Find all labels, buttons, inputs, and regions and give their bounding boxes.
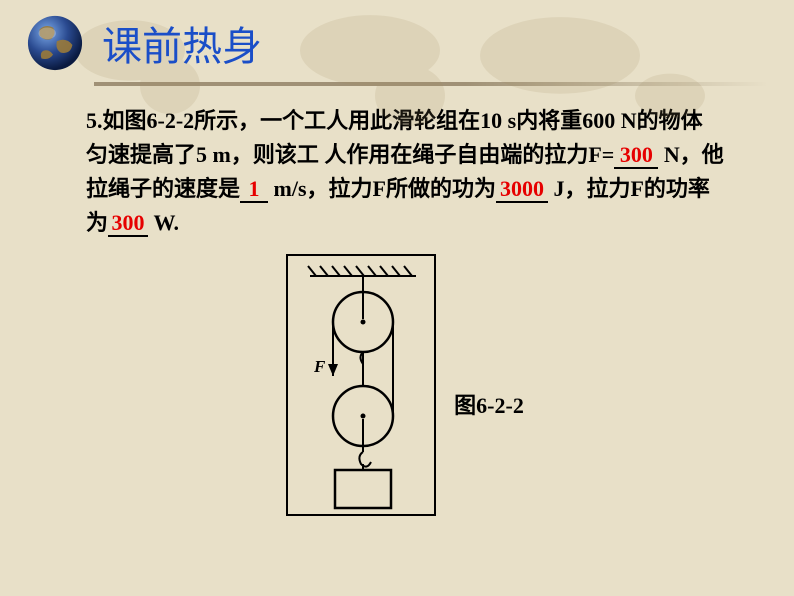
blank-work: 3000 (496, 177, 548, 203)
content-area: 5.如图6-2-2所示，一个工人用此滑轮组在10 s内将重600 N的物体匀速提… (0, 86, 794, 516)
blank-power: 300 (108, 211, 148, 237)
force-label-text: F (313, 357, 326, 376)
problem-text: 5.如图6-2-2所示，一个工人用此滑轮组在10 s内将重600 N的物体匀速提… (86, 104, 724, 240)
figure-caption: 图6-2-2 (454, 388, 524, 420)
globe-icon (26, 14, 84, 72)
unit4: W. (148, 210, 179, 235)
blank-force: 300 (614, 143, 658, 169)
page-title: 课前热身 (102, 14, 262, 72)
unit2: m/s，拉力F所做的功为 (268, 176, 496, 201)
problem-part1: 如图6-2-2所示，一个工人用此滑轮组在10 s内将重600 N的物体匀速提高了… (86, 108, 703, 167)
problem-number: 5. (86, 108, 103, 133)
pulley-figure: F (286, 254, 436, 516)
figure-wrap: F 图6-2-2 (86, 254, 724, 516)
header: 课前热身 (0, 0, 794, 80)
blank-speed: 1 (240, 177, 268, 203)
